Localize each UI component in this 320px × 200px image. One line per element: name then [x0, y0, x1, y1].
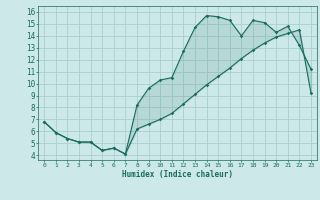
X-axis label: Humidex (Indice chaleur): Humidex (Indice chaleur) — [122, 170, 233, 179]
